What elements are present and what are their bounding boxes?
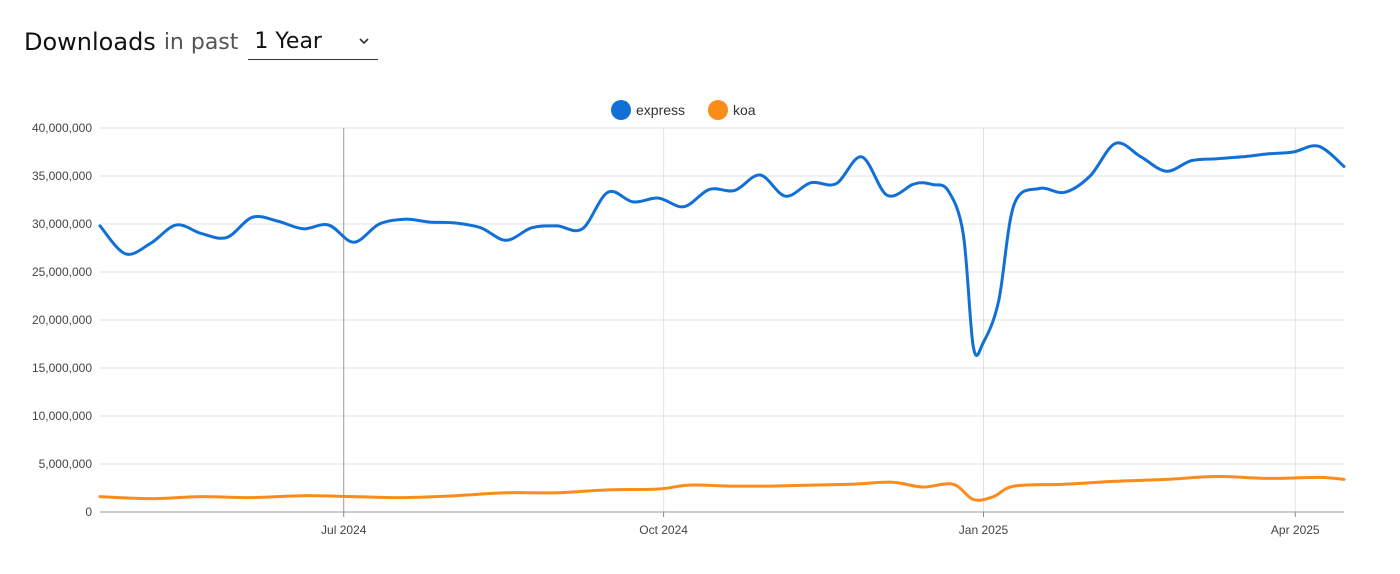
legend-label-express: express [636, 102, 685, 118]
chevron-down-icon [359, 37, 369, 44]
y-tick-label: 25,000,000 [32, 265, 92, 279]
period-select[interactable]: 1 Year [248, 25, 379, 60]
y-tick-label: 20,000,000 [32, 313, 92, 327]
y-tick-label: 40,000,000 [32, 121, 92, 135]
x-tick-label: Jul 2024 [321, 523, 367, 537]
page-title: Downloads [24, 28, 156, 56]
chart-header: Downloads in past 1 Year [24, 22, 379, 62]
y-tick-label: 30,000,000 [32, 217, 92, 231]
y-tick-label: 0 [85, 505, 92, 519]
period-select-value: 1 Year [254, 29, 322, 54]
series-line-koa [98, 474, 1346, 502]
series-line-express [98, 141, 1346, 357]
legend-swatch-express [611, 100, 631, 120]
x-tick-label: Jan 2025 [959, 523, 1009, 537]
y-tick-label: 35,000,000 [32, 169, 92, 183]
x-tick-label: Oct 2024 [639, 523, 688, 537]
period-prefix-label: in past [163, 29, 239, 55]
legend-swatch-koa [708, 100, 728, 120]
y-tick-label: 10,000,000 [32, 409, 92, 423]
y-tick-label: 5,000,000 [39, 457, 93, 471]
x-tick-label: Apr 2025 [1271, 523, 1320, 537]
y-tick-label: 15,000,000 [32, 361, 92, 375]
legend-label-koa: koa [733, 102, 756, 118]
